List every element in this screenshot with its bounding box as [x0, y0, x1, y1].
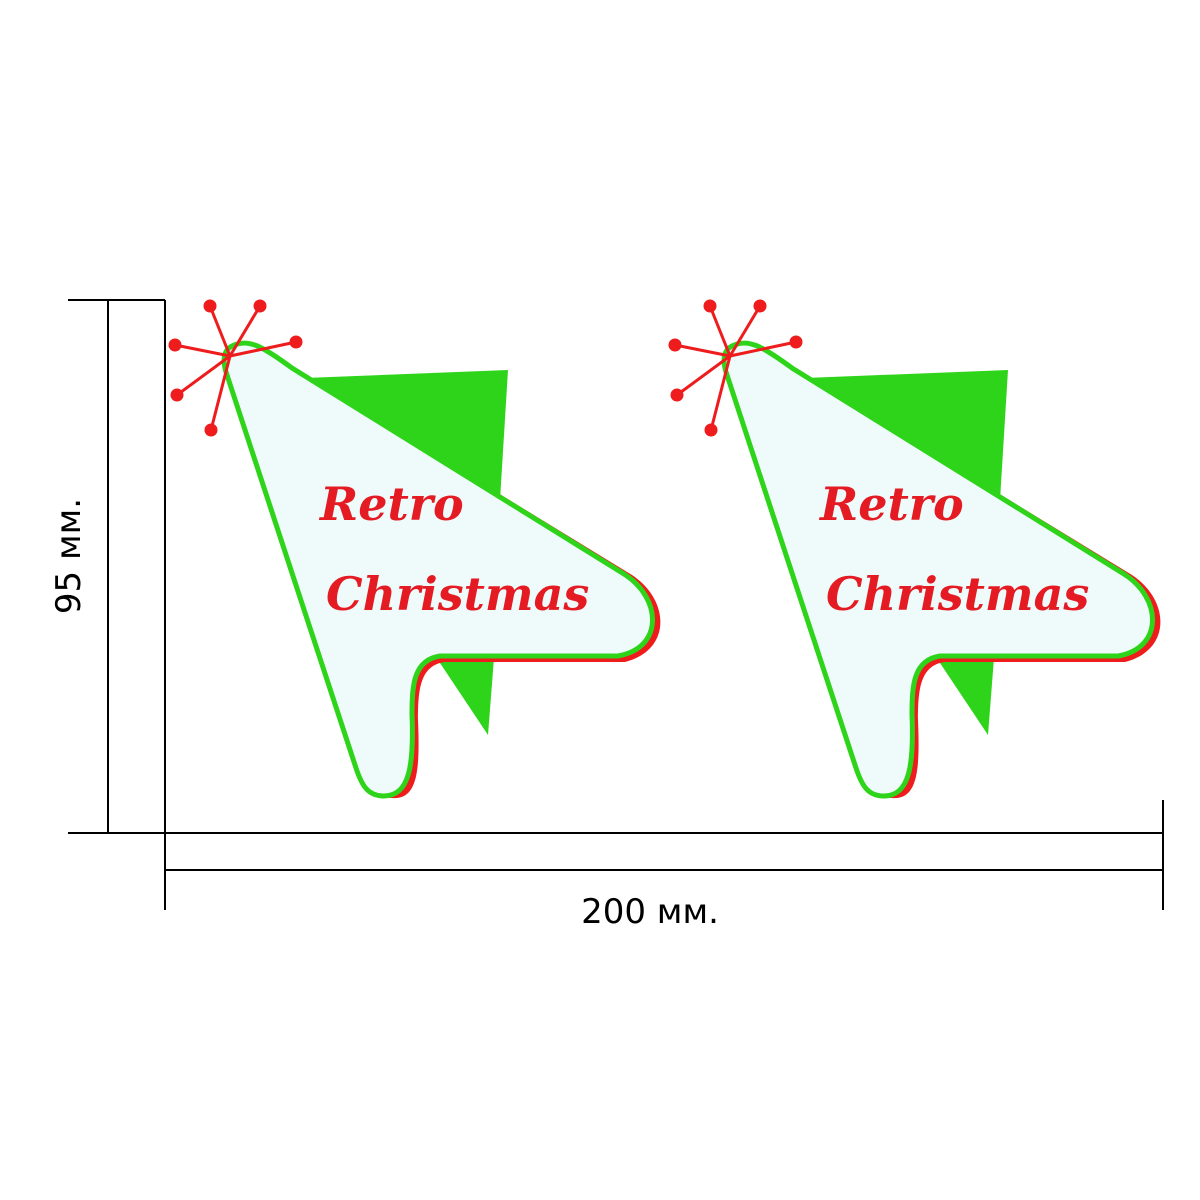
sticker-left-line1: Retro — [318, 477, 464, 531]
green-triangle-bottom — [930, 645, 995, 735]
sticker-right-line1: Retro — [818, 477, 964, 531]
green-triangle-top — [305, 370, 508, 500]
sticker-right — [668, 299, 1161, 799]
width-label: 200 мм. — [581, 892, 719, 932]
sticker-left — [168, 299, 661, 799]
sticker-right-line2: Christmas — [826, 567, 1089, 621]
height-label: 95 мм. — [49, 498, 89, 614]
green-triangle-bottom — [430, 645, 495, 735]
width-dimension: 200 мм. — [164, 800, 1164, 932]
atomic-star-decoration — [668, 299, 803, 437]
sticker-body — [221, 340, 655, 799]
atomic-star-decoration — [168, 299, 303, 437]
sticker-body — [721, 340, 1155, 799]
height-dimension: 95 мм. — [49, 299, 166, 834]
green-triangle-top — [805, 370, 1008, 500]
sticker-left-line2: Christmas — [326, 567, 589, 621]
